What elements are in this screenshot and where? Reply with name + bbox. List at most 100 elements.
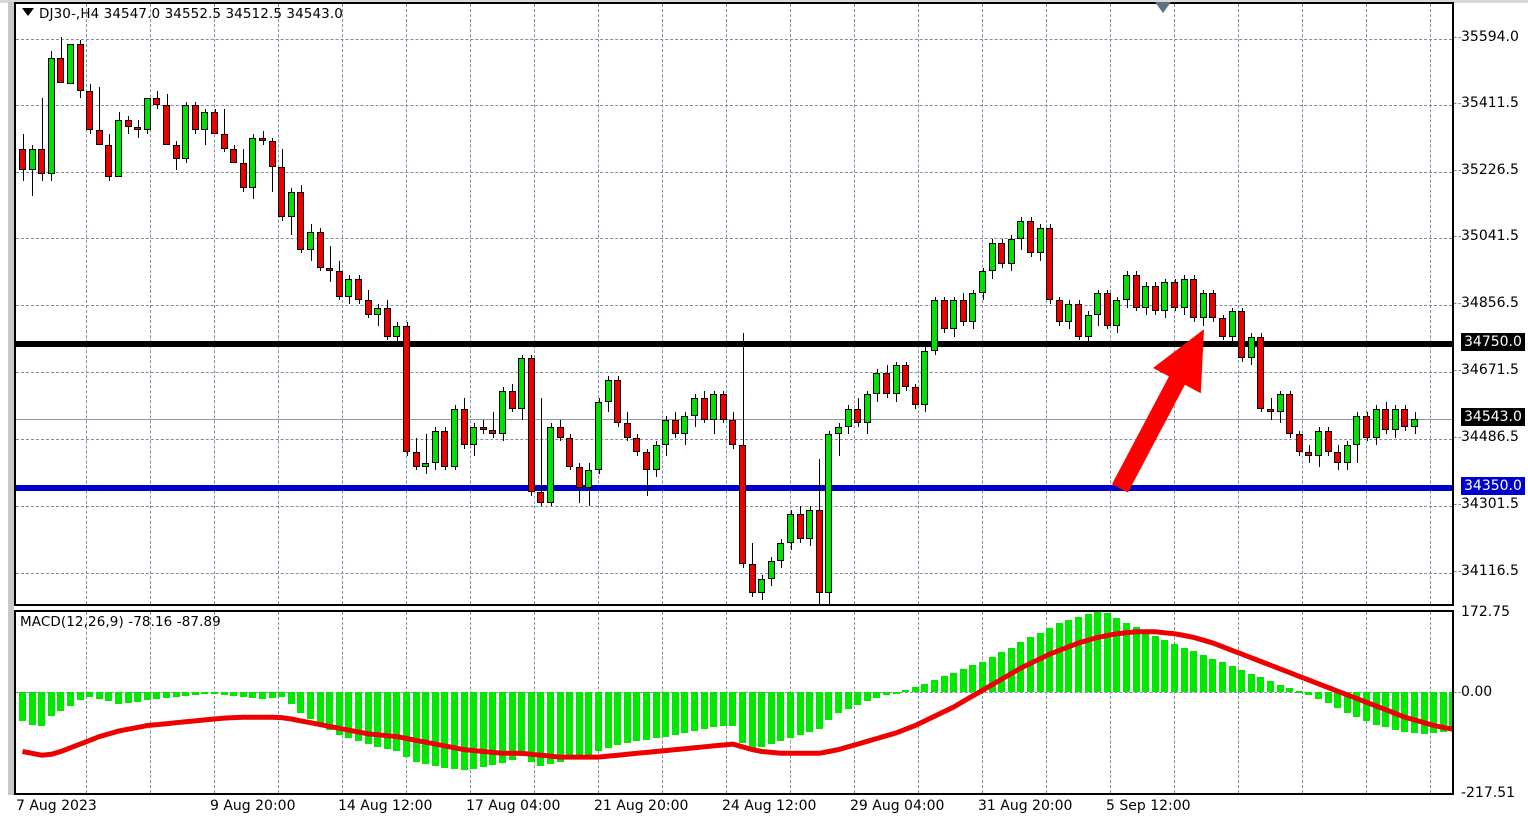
candlestick <box>623 412 631 442</box>
macd-histogram-bar <box>163 692 170 698</box>
macd-histogram-bar <box>585 692 593 756</box>
candle-body <box>1324 430 1332 453</box>
macd-histogram-bar <box>1036 632 1044 693</box>
time-axis-label: 7 Aug 2023 <box>16 798 97 814</box>
macd-histogram-bar <box>47 692 55 717</box>
macd-indicator-panel[interactable] <box>14 610 1454 795</box>
macd-histogram-bar <box>892 692 900 694</box>
candlestick <box>508 383 516 413</box>
candle-body <box>739 444 746 565</box>
macd-histogram-bar <box>777 692 785 742</box>
macd-histogram-bar <box>854 692 862 706</box>
macd-time-gridline <box>150 612 151 793</box>
macd-histogram-bar <box>719 692 727 727</box>
price-level-badge-current-price[interactable]: 34543.0 <box>1461 407 1525 426</box>
macd-histogram-bar <box>988 656 996 693</box>
time-gridline <box>406 4 407 604</box>
window-top-rail <box>0 0 1528 3</box>
candle-body <box>1401 408 1409 427</box>
candlestick <box>1055 296 1063 326</box>
candle-body <box>911 387 919 406</box>
candle-body <box>1180 278 1188 308</box>
candlestick <box>1315 426 1322 467</box>
candlestick <box>1305 444 1313 464</box>
candle-body <box>662 419 670 445</box>
candle-wick <box>492 412 494 438</box>
macd-histogram-bar <box>134 692 142 703</box>
candle-body <box>585 470 593 489</box>
candlestick <box>479 419 487 435</box>
candle-body <box>364 300 372 315</box>
candle-body <box>979 271 986 294</box>
candlestick <box>95 87 103 145</box>
macd-histogram-bar <box>767 692 775 745</box>
candle-body <box>1295 434 1303 453</box>
collapse-caret-icon[interactable] <box>22 8 34 16</box>
macd-histogram-bar <box>1247 673 1255 693</box>
macd-histogram-bar <box>143 692 151 701</box>
candlestick <box>393 322 401 344</box>
time-gridline <box>1238 4 1239 604</box>
candlestick <box>979 267 986 301</box>
candlestick <box>316 228 324 272</box>
macd-histogram-bar <box>1267 680 1274 693</box>
candlestick <box>1334 444 1342 471</box>
macd-histogram-bar <box>902 690 910 693</box>
candlestick <box>921 347 929 413</box>
candlestick <box>1247 332 1255 366</box>
candle-body <box>95 130 103 145</box>
price-level-support[interactable] <box>16 485 1452 492</box>
candle-wick <box>41 97 43 182</box>
macd-histogram-bar <box>383 692 391 749</box>
macd-histogram-bar <box>1075 616 1082 693</box>
price-gridline <box>16 38 1452 40</box>
candle-body <box>38 148 46 174</box>
price-level-current-price[interactable] <box>16 418 1452 420</box>
candlestick <box>460 397 468 449</box>
candle-body <box>1267 408 1274 413</box>
macd-histogram-bar <box>278 692 286 697</box>
candle-body <box>1113 300 1121 326</box>
candle-body <box>1276 394 1284 413</box>
candle-body <box>652 444 660 471</box>
macd-histogram-bar <box>950 672 958 693</box>
price-plot-area[interactable] <box>16 4 1452 604</box>
candle-body <box>940 300 948 330</box>
candle-body <box>1065 303 1073 323</box>
candle-body <box>959 300 967 323</box>
macd-histogram-bar <box>796 692 804 735</box>
candle-body <box>297 191 305 250</box>
candlestick <box>1007 235 1015 272</box>
candlestick <box>67 43 74 84</box>
candle-body <box>1007 238 1015 265</box>
candle-body <box>787 513 794 543</box>
candlestick <box>902 361 910 391</box>
candle-body <box>441 430 449 467</box>
macd-plot-area[interactable] <box>16 612 1452 793</box>
macd-histogram-bar <box>441 692 449 769</box>
candlestick <box>134 119 142 138</box>
time-axis-label: 5 Sep 12:00 <box>1106 798 1191 814</box>
price-gridline <box>16 238 1452 240</box>
macd-histogram-bar <box>249 692 257 698</box>
price-level-badge-resistance[interactable]: 34750.0 <box>1461 332 1525 351</box>
candle-body <box>777 542 785 561</box>
macd-histogram-bar <box>1123 622 1130 693</box>
candlestick <box>124 116 132 135</box>
candle-body <box>1055 300 1063 323</box>
candlestick <box>998 238 1006 268</box>
candlestick <box>1151 282 1159 315</box>
candle-body <box>230 148 238 164</box>
price-level-resistance[interactable] <box>16 340 1452 347</box>
macd-histogram-bar <box>1257 677 1265 693</box>
price-level-badge-support[interactable]: 34350.0 <box>1461 477 1525 496</box>
candlestick <box>259 130 266 145</box>
price-chart-panel[interactable] <box>14 2 1454 606</box>
candle-wick <box>646 448 648 496</box>
candle-body <box>700 397 708 420</box>
macd-histogram-bar <box>76 692 84 701</box>
candlestick <box>1372 405 1380 445</box>
candle-body <box>105 144 113 178</box>
candle-body <box>172 144 180 160</box>
time-gridline <box>1366 4 1367 604</box>
